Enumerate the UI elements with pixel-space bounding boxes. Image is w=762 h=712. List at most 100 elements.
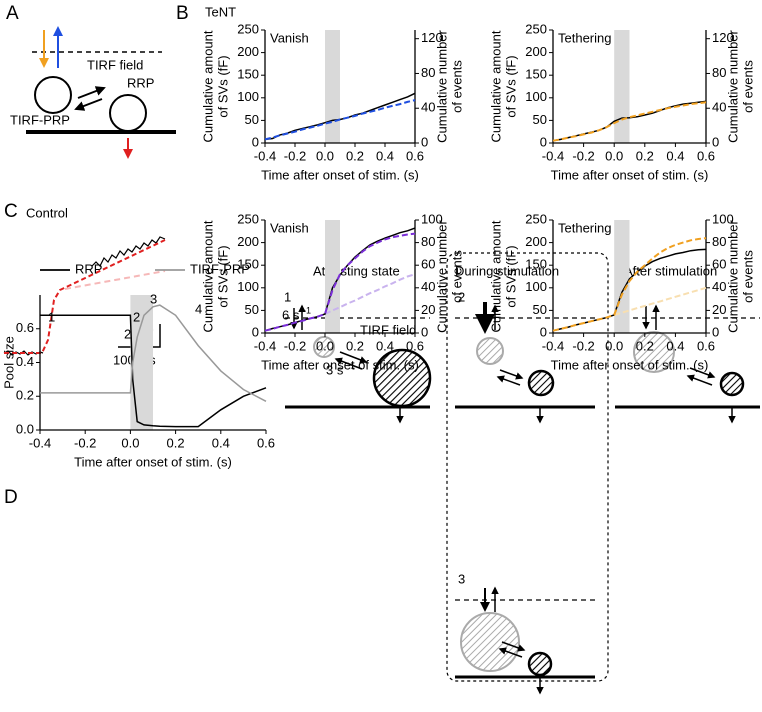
y2-tick-label: 80 — [712, 234, 726, 249]
x-tick-label: 0.4 — [666, 338, 684, 353]
diagram-label: TIRF field — [360, 322, 416, 337]
state-number: 3 — [458, 571, 465, 586]
y2-axis-title: Cumulative number — [725, 29, 740, 142]
chart-title: Vanish — [270, 220, 309, 235]
annotation: 1 — [48, 309, 55, 324]
diagram-label: TIRF field — [87, 57, 143, 72]
y-tick-label: 200 — [237, 234, 259, 249]
y-tick-label: 100 — [237, 279, 259, 294]
y2-axis-title: Cumulative number — [725, 219, 740, 332]
condition-label: TeNT — [205, 4, 236, 19]
y2-tick-label: 40 — [712, 100, 726, 115]
x-tick-label: -0.4 — [254, 338, 276, 353]
state-number: 2 — [458, 289, 465, 304]
y-tick-label: 0.0 — [16, 421, 34, 436]
y2-tick-label: 0 — [421, 134, 428, 149]
y-tick-label: 150 — [237, 67, 259, 82]
y2-tick-label: 40 — [712, 279, 726, 294]
y-axis-title: of SVs (fF) — [503, 55, 518, 117]
y2-axis-title: Cumulative number — [434, 29, 449, 142]
chart-title: Vanish — [270, 30, 309, 45]
y-tick-label: 0.2 — [16, 388, 34, 403]
y2-tick-label: 100 — [421, 211, 443, 226]
x-tick-label: -0.4 — [542, 338, 564, 353]
y-tick-label: 0 — [252, 134, 259, 149]
x-tick-label: -0.2 — [572, 148, 594, 163]
x-tick-label: 0.4 — [212, 435, 230, 450]
y-tick-label: 150 — [237, 257, 259, 272]
x-tick-label: 0.2 — [636, 338, 654, 353]
diagram-label: RRP — [127, 75, 154, 90]
x-axis-title: Time after onset of stim. (s) — [261, 167, 419, 182]
y-tick-label: 50 — [245, 302, 259, 317]
y-axis-title: of SVs (fF) — [215, 245, 230, 307]
series-line — [40, 314, 267, 428]
state-number: 1 — [284, 289, 291, 304]
x-tick-label: 0.2 — [346, 338, 364, 353]
state-title: During stimulation — [455, 263, 559, 278]
y-tick-label: 50 — [533, 112, 547, 127]
y-tick-label: 250 — [237, 211, 259, 226]
y-axis-title: Cumulative amount — [200, 220, 215, 332]
x-axis-title: Time after onset of stim. (s) — [551, 167, 709, 182]
y-tick-label: 0 — [540, 134, 547, 149]
x-tick-label: -0.4 — [542, 148, 564, 163]
y2-axis-title: of events — [449, 60, 464, 113]
x-tick-label: -0.2 — [284, 148, 306, 163]
stim-shade — [614, 30, 630, 143]
x-tick-label: 0.6 — [697, 148, 715, 163]
x-tick-label: 0.2 — [636, 148, 654, 163]
stim-shade — [325, 220, 340, 333]
y-axis-title: Cumulative amount — [200, 30, 215, 142]
y2-tick-label: 40 — [421, 100, 435, 115]
y-tick-label: 100 — [525, 89, 547, 104]
y-tick-label: 150 — [525, 67, 547, 82]
panel-letter: A — [6, 3, 19, 24]
series-line — [552, 100, 707, 142]
panel-letter: C — [4, 201, 18, 222]
y2-tick-label: 120 — [421, 30, 443, 45]
x-tick-label: 0.0 — [316, 338, 334, 353]
y-axis-title: of SVs (fF) — [503, 245, 518, 307]
x-tick-label: 0.6 — [406, 148, 424, 163]
y-tick-label: 0.4 — [16, 354, 34, 369]
x-tick-label: 0.4 — [376, 148, 394, 163]
annotation: 2 — [133, 309, 140, 324]
series-line — [552, 237, 707, 332]
legend-label: TIRF-PRP — [190, 261, 250, 276]
rate-label: 3 s — [326, 362, 344, 377]
chart-title: Tethering — [558, 220, 611, 235]
panel-a-diagram — [26, 26, 176, 159]
diagram-label: TIRF-PRP — [10, 112, 70, 127]
y-tick-label: 200 — [525, 44, 547, 59]
x-tick-label: 0.2 — [167, 435, 185, 450]
y2-tick-label: 0 — [421, 324, 428, 339]
x-tick-label: 0.6 — [697, 338, 715, 353]
y-tick-label: 50 — [533, 302, 547, 317]
y-tick-label: 200 — [237, 44, 259, 59]
x-tick-label: -0.4 — [29, 435, 51, 450]
x-axis-title: Time after onset of stim. (s) — [74, 454, 232, 469]
y2-tick-label: 20 — [712, 302, 726, 317]
y-axis-title: of SVs (fF) — [215, 55, 230, 117]
y-axis-title: Pool size — [1, 336, 16, 389]
y-tick-label: 0.6 — [16, 320, 34, 335]
rate-exponent: -1 — [347, 360, 355, 370]
annotation: 4 — [195, 301, 202, 316]
y2-tick-label: 60 — [712, 257, 726, 272]
series-line — [324, 273, 416, 315]
y-axis-title: Cumulative amount — [488, 30, 503, 142]
annotation: 3 — [150, 291, 157, 306]
stim-shade — [325, 30, 340, 143]
x-tick-label: -0.2 — [284, 338, 306, 353]
panel-d-diagrams — [285, 252, 760, 695]
y-axis-title: Cumulative amount — [488, 220, 503, 332]
x-tick-label: 0.0 — [605, 338, 623, 353]
x-tick-label: 0.4 — [376, 338, 394, 353]
rate-label: 6 s — [282, 307, 300, 322]
x-tick-label: -0.4 — [254, 148, 276, 163]
y2-axis-title: of events — [740, 60, 755, 113]
y2-tick-label: 80 — [712, 65, 726, 80]
legend-label: RRP — [75, 261, 102, 276]
